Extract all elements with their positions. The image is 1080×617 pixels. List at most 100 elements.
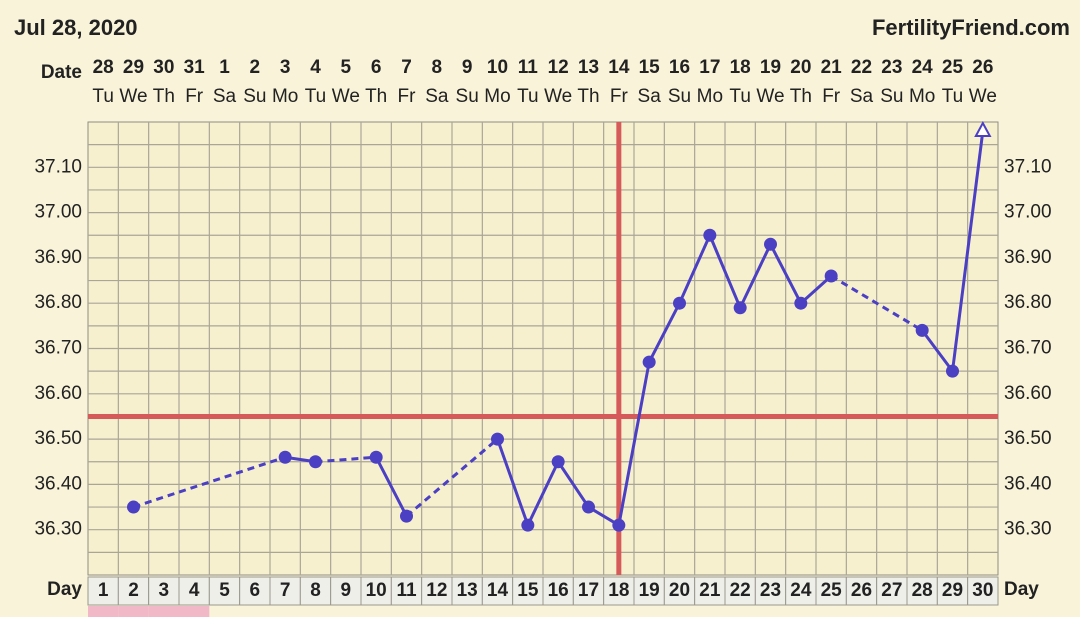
date-label: 17 — [699, 57, 720, 78]
weekday-label: Tu — [517, 86, 538, 107]
temperature-line — [799, 274, 833, 305]
day-number: 4 — [189, 580, 200, 601]
date-label: 10 — [487, 57, 508, 78]
period-cell — [88, 606, 119, 617]
weekday-label: Fr — [185, 86, 204, 107]
day-cell — [967, 576, 999, 606]
temperature-point — [521, 518, 535, 532]
weekday-label: Sa — [425, 86, 449, 107]
date-label: 20 — [790, 57, 811, 78]
date-label: 5 — [341, 57, 352, 78]
y-tick-label-right: 36.90 — [1004, 247, 1052, 268]
weekday-label: We — [332, 86, 360, 107]
temperature-line — [374, 456, 408, 517]
day-number: 20 — [669, 580, 690, 601]
y-tick-label-right: 36.30 — [1004, 519, 1052, 540]
temperature-point — [794, 296, 808, 310]
day-number: 17 — [578, 580, 599, 601]
temperature-line — [830, 274, 923, 332]
period-cell — [148, 606, 179, 617]
y-tick-label: 36.40 — [34, 473, 82, 494]
day-cell — [876, 576, 908, 606]
day-cell — [754, 576, 787, 606]
day-cell — [208, 576, 241, 606]
day-cell — [178, 576, 210, 606]
date-label: 22 — [851, 57, 872, 78]
day-number: 22 — [730, 580, 751, 601]
day-cell — [269, 576, 301, 606]
weekday-label: Fr — [398, 86, 417, 107]
y-tick-label: 36.50 — [34, 428, 82, 449]
weekday-label: Tu — [305, 86, 326, 107]
weekday-label: Tu — [729, 86, 750, 107]
day-number: 27 — [881, 580, 902, 601]
temperature-line — [738, 243, 772, 309]
weekday-label: Sa — [638, 86, 662, 107]
temperature-point — [703, 228, 717, 242]
day-cell — [148, 576, 180, 606]
weekday-label: Th — [365, 86, 387, 107]
day-cell — [239, 576, 271, 606]
day-number: 29 — [942, 580, 963, 601]
temperature-point — [400, 509, 413, 523]
date-label: 25 — [942, 57, 964, 78]
day-number: 14 — [487, 580, 509, 601]
day-cell — [360, 576, 392, 606]
period-cell — [118, 606, 149, 617]
day-number: 28 — [912, 580, 933, 601]
date-label: 4 — [310, 57, 321, 78]
day-number: 19 — [639, 580, 660, 601]
weekday-label: Su — [880, 86, 903, 107]
y-tick-label: 36.80 — [34, 292, 82, 313]
date-label: 12 — [548, 57, 569, 78]
day-number: 13 — [457, 580, 478, 601]
weekday-label: Fr — [610, 86, 629, 107]
temperature-point — [582, 500, 595, 514]
weekday-label: Th — [577, 86, 599, 107]
day-number: 10 — [366, 580, 387, 601]
day-number: 8 — [310, 580, 321, 601]
day-cell — [572, 576, 605, 606]
date-label: 14 — [608, 57, 630, 78]
temperature-line — [708, 234, 742, 309]
date-label: 8 — [432, 57, 443, 78]
date-label: 9 — [462, 57, 473, 78]
y-tick-label: 36.70 — [34, 338, 82, 359]
weekday-label: We — [544, 86, 572, 107]
day-cell — [87, 576, 119, 606]
temperature-point — [127, 500, 140, 514]
temperature-point — [278, 450, 292, 464]
temperature-point — [673, 296, 686, 310]
date-label: 15 — [639, 57, 661, 78]
day-label-right: Day — [1004, 579, 1039, 600]
y-tick-label-right: 37.00 — [1004, 202, 1052, 223]
date-label: 18 — [730, 57, 751, 78]
temperature-point — [551, 455, 565, 469]
weekday-label: We — [969, 86, 997, 107]
temperature-point — [369, 450, 383, 464]
temperature-line — [315, 455, 377, 464]
day-number: 18 — [608, 580, 629, 601]
date-label: Date — [41, 62, 82, 83]
date-label: 1 — [219, 57, 230, 78]
day-number: 9 — [341, 580, 352, 601]
day-cell — [906, 576, 938, 606]
day-number: 11 — [396, 580, 417, 601]
site-name: FertilityFriend.com — [872, 15, 1070, 40]
temperature-line — [496, 438, 530, 526]
y-tick-label-right: 36.80 — [1004, 292, 1052, 313]
temperature-point — [309, 455, 322, 469]
date-label: 24 — [912, 57, 934, 78]
day-number: 30 — [972, 580, 993, 601]
temperature-line — [920, 329, 954, 373]
date-label: 16 — [669, 57, 690, 78]
temperature-line — [769, 243, 803, 304]
day-cell — [633, 576, 665, 606]
date-label: 21 — [821, 57, 843, 78]
date-label: 28 — [93, 57, 114, 78]
date-label: 11 — [518, 57, 539, 78]
date-label: 13 — [578, 57, 599, 78]
temperature-line — [678, 234, 712, 304]
day-number: 6 — [250, 580, 261, 601]
